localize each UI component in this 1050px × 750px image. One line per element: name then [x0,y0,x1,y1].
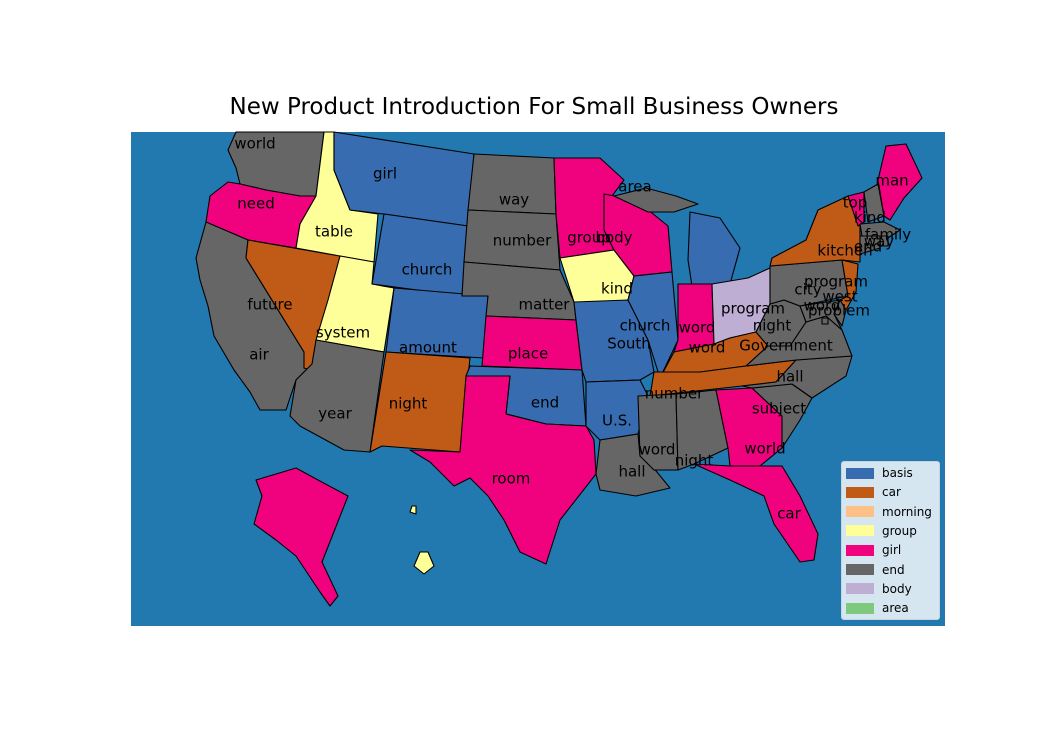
state-tx [409,375,597,565]
state-label-ny: kitchen [817,242,872,260]
state-label-vt: top [843,194,868,212]
state-label-ia: kind [601,280,633,298]
state-label-me: man [875,172,908,190]
state-label-nj: program [804,273,868,291]
state-label-la: hall [618,463,645,481]
state-label-ut: system [316,324,370,342]
chart-title: New Product Introduction For Small Busin… [229,94,839,120]
state-label-id: table [315,223,353,241]
legend-label: girl [882,543,902,558]
state-la [595,433,671,497]
state-hi [409,505,435,575]
state-ak [253,467,349,607]
legend-item-area: area [846,600,909,616]
state-label-al: night [675,452,714,470]
legend: basis car morning group girl end body area [841,461,940,620]
legend-label: body [882,581,912,596]
legend-swatch-morning [846,506,874,518]
legend-swatch-end [846,564,874,575]
state-label-ar: U.S. [602,412,632,430]
state-me [877,143,923,221]
state-ut [315,255,395,353]
legend-label: end [882,562,905,577]
state-label-sd: number [493,232,552,250]
state-label-ms: word [639,441,676,459]
state-al [675,389,729,471]
state-ms [637,393,679,471]
legend-item-group: group [846,523,917,539]
state-label-fl: car [777,505,801,523]
state-nm [369,351,471,453]
state-label-nv: future [247,296,292,314]
state-label-in: word [679,319,716,337]
state-label-il: church [620,317,671,335]
legend-item-car: car [846,484,901,500]
state-md [799,299,843,331]
state-label-ma: family [865,226,911,244]
legend-item-morning: morning [846,504,932,520]
state-label-ga: world [744,440,785,458]
state-label-upmi: area [618,178,651,196]
legend-label: morning [882,504,932,519]
state-label-ne: matter [519,296,571,314]
legend-item-end: end [846,562,905,578]
legend-label: group [882,523,917,538]
state-label-ca: air [249,346,269,364]
state-label-nd: way [499,191,529,209]
state-label-wi: body [595,229,632,247]
legend-swatch-body [846,583,874,595]
state-wy [371,213,469,297]
legend-item-body: body [846,581,912,597]
state-label-tx: room [492,470,531,488]
state-label-nh: kind [854,209,886,227]
legend-swatch-girl [846,544,874,556]
state-fl [693,463,819,563]
state-label-ok: end [531,394,559,412]
state-label-pa: city [794,281,821,299]
state-label-ct: end [854,238,882,256]
legend-label: area [882,601,909,616]
state-label-ky: word [689,339,726,357]
state-label-md: word [804,297,841,315]
state-label-dc: problem [808,302,870,320]
state-label-wa: world [234,135,275,153]
state-label-or: need [237,195,275,213]
state-label-wv: night [753,317,792,335]
state-label-tn: number [645,385,704,403]
state-vt [847,191,865,227]
state-az [289,339,385,453]
state-label-nc: hall [776,368,803,386]
state-label-oh: program [721,300,785,318]
legend-swatch-group [846,525,874,537]
state-label-sc: subject [752,400,806,418]
legend-swatch-area [846,602,874,614]
state-label-mo: South [607,335,651,353]
legend-swatch-car [846,486,874,498]
state-label-az: year [318,405,352,423]
state-label-de: west [822,288,857,306]
state-upmi [613,187,699,213]
state-label-va: Government [739,337,833,355]
state-nc [741,355,853,399]
legend-swatch-basis [846,467,874,479]
state-label-mt: girl [373,165,397,183]
state-dc [821,317,829,325]
state-label-nm: night [389,395,428,413]
state-label-ri: way [864,233,894,251]
state-label-wy: church [402,261,453,279]
state-label-mn: group [567,229,611,247]
state-ct [859,235,881,255]
legend-item-basis: basis [846,465,913,481]
legend-item-girl: girl [846,542,901,558]
state-ma [859,221,901,239]
state-label-co: amount [399,339,457,357]
legend-label: car [882,485,901,500]
legend-label: basis [882,466,913,480]
state-label-ks: place [508,345,548,363]
